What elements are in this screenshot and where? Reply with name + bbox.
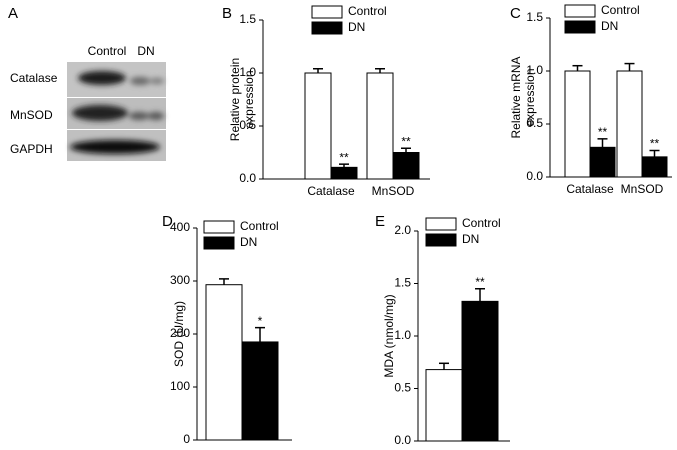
blot-image: [67, 62, 166, 161]
legend-label: DN: [240, 235, 257, 249]
y-tick-label: 100: [170, 379, 190, 393]
panel-letter: E: [375, 213, 385, 230]
legend-label: Control: [240, 219, 279, 233]
y-tick-label: 0.5: [239, 118, 256, 132]
y-axis-label: expression: [523, 68, 537, 126]
y-tick-label: 0: [183, 432, 190, 446]
bar: [461, 300, 499, 442]
x-tick-label: MnSOD: [372, 184, 415, 198]
legend-label: Control: [348, 4, 387, 18]
y-axis-label: Relative mRNA: [509, 56, 523, 138]
legend-swatch: [425, 217, 457, 231]
y-tick-label: 1.0: [526, 63, 543, 77]
blot-row: Catalase: [10, 71, 58, 85]
y-tick-label: 0.0: [239, 171, 256, 185]
bar: [616, 70, 643, 178]
bar: [304, 72, 332, 180]
legend-label: DN: [601, 19, 618, 33]
legend-label: DN: [462, 232, 479, 246]
blot-column: Control: [88, 44, 127, 58]
y-tick-label: 0.5: [526, 116, 543, 130]
legend-swatch: [203, 236, 235, 250]
panel-letter: D: [162, 213, 173, 230]
y-tick-label: 1.0: [394, 328, 411, 342]
significance: **: [475, 275, 485, 289]
legend-swatch: [311, 21, 343, 35]
legend-swatch: [425, 233, 457, 247]
y-tick-label: 0.0: [394, 433, 411, 447]
blot-row: GAPDH: [10, 142, 53, 156]
bar: [564, 70, 591, 178]
bar: [205, 284, 243, 441]
bar: [589, 146, 616, 178]
legend-label: Control: [601, 3, 640, 17]
y-tick-label: 0.0: [526, 169, 543, 183]
legend-label: DN: [348, 20, 365, 34]
x-tick-label: MnSOD: [621, 182, 664, 196]
y-tick-label: 1.0: [239, 65, 256, 79]
bar: [330, 166, 358, 180]
legend-swatch: [564, 20, 596, 34]
x-tick-label: Catalase: [566, 182, 614, 196]
x-tick-label: Catalase: [307, 184, 355, 198]
panel-letter: C: [510, 5, 521, 22]
panel-letter: A: [8, 5, 18, 22]
bar: [392, 152, 420, 180]
bar: [425, 369, 463, 442]
y-tick-label: 1.5: [394, 276, 411, 290]
legend-label: Control: [462, 216, 501, 230]
y-tick-label: 200: [170, 326, 190, 340]
y-tick-label: 1.5: [239, 12, 256, 26]
y-tick-label: 400: [170, 220, 190, 234]
bar: [641, 156, 668, 178]
legend-swatch: [311, 5, 343, 19]
significance: **: [650, 137, 660, 151]
y-tick-label: 300: [170, 273, 190, 287]
legend-swatch: [564, 4, 596, 18]
y-axis-label: Relative protein: [228, 58, 242, 141]
bar: [366, 72, 394, 180]
y-axis-label: expression: [242, 70, 256, 128]
y-axis-label: MDA (nmol/mg): [382, 294, 396, 377]
blot-column: DN: [137, 44, 154, 58]
legend-swatch: [203, 220, 235, 234]
y-tick-label: 2.0: [394, 223, 411, 237]
significance: **: [598, 125, 608, 139]
y-tick-label: 1.5: [526, 10, 543, 24]
panel-letter: B: [222, 5, 232, 22]
significance: *: [258, 314, 263, 328]
bar: [241, 341, 279, 441]
blot-row: MnSOD: [10, 108, 53, 122]
y-axis-label: SOD (U/mg): [172, 301, 186, 367]
significance: **: [401, 134, 411, 148]
y-tick-label: 0.5: [394, 381, 411, 395]
significance: **: [339, 150, 349, 164]
